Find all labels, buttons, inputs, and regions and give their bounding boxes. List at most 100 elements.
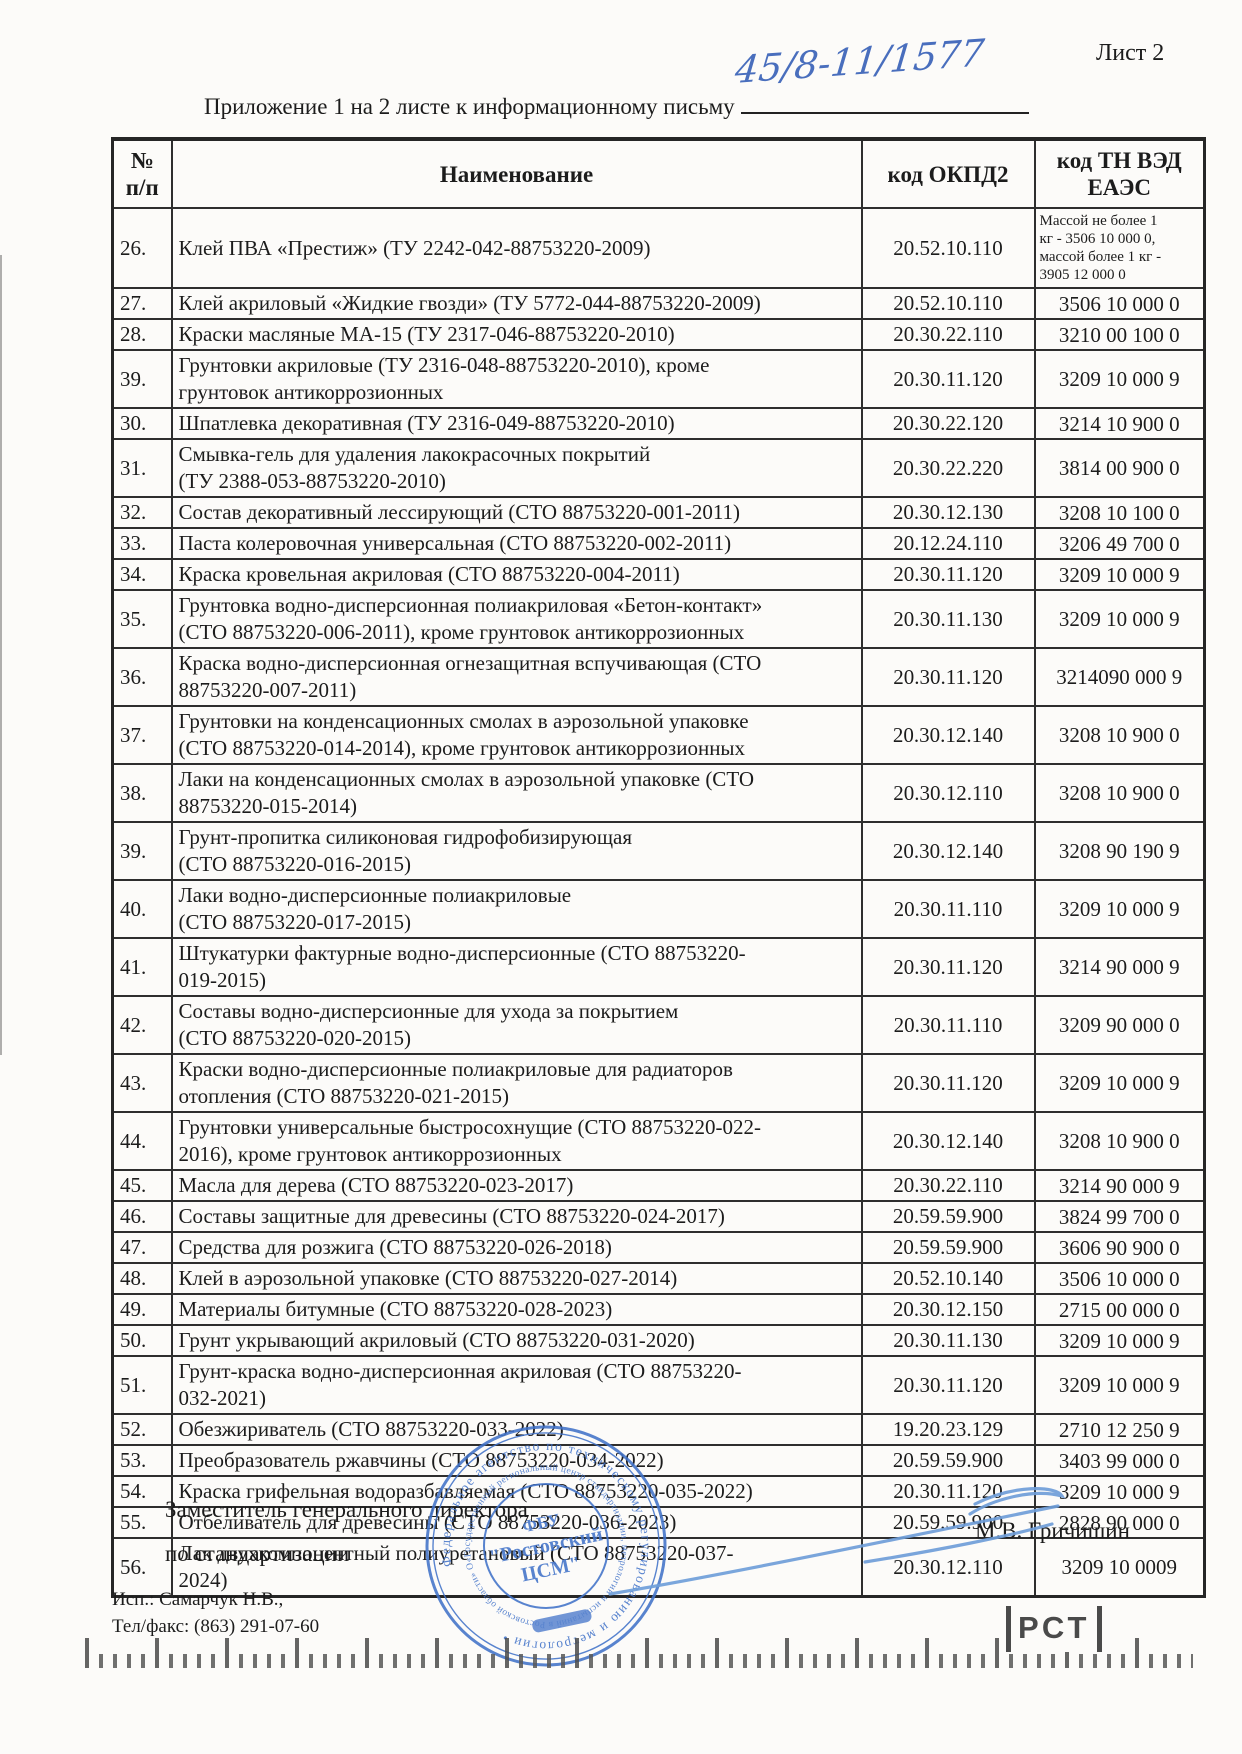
tnved-code: 3209 10 000 9 <box>1033 1355 1206 1415</box>
table-row: 30. Шпатлевка декоративная (ТУ 2316-049-… <box>111 407 1206 440</box>
table-row: 47. Средства для розжига (СТО 88753220-0… <box>111 1231 1206 1264</box>
table-row: 54. Краска грифельная водоразбавляемая (… <box>111 1475 1206 1508</box>
row-number: 38. <box>111 763 173 823</box>
okpd2-code: 20.30.11.130 <box>860 589 1036 649</box>
executor-block: Исп.: Самарчук Н.В., Тел/факс: (863) 291… <box>112 1586 319 1640</box>
table-row: 43. Краски водно-дисперсионные полиакрил… <box>111 1053 1206 1113</box>
okpd2-code: 20.30.11.120 <box>860 1053 1036 1113</box>
product-name: Шпатлевка декоративная (ТУ 2316-049-8875… <box>170 407 863 440</box>
row-number: 26. <box>111 207 173 289</box>
table-row: 46. Составы защитные для древесины (СТО … <box>111 1200 1206 1233</box>
okpd2-code: 20.59.59.900 <box>860 1231 1036 1264</box>
tnved-code: 3208 10 900 0 <box>1033 705 1206 765</box>
tnved-code: 3209 10 000 9 <box>1033 349 1206 409</box>
tnved-code: 3506 10 000 0 <box>1033 287 1206 320</box>
okpd2-code: 20.12.24.110 <box>860 527 1036 560</box>
product-name: Грунт укрывающий акриловый (СТО 88753220… <box>170 1324 863 1357</box>
appendix-line: Приложение 1 на 2 листе к информационном… <box>204 31 1029 120</box>
row-number: 41. <box>111 937 173 997</box>
row-number: 37. <box>111 705 173 765</box>
table-row: 36. Краска водно-дисперсионная огнезащит… <box>111 647 1206 707</box>
row-number: 43. <box>111 1053 173 1113</box>
signatory-title: Заместитель генерального директора по ст… <box>165 1488 528 1576</box>
product-name: Грунтовки акриловые (ТУ 2316-048-8875322… <box>170 349 863 409</box>
product-name: Клей ПВА «Престиж» (ТУ 2242-042-88753220… <box>170 207 863 289</box>
tnved-code: Массой не более 1 кг - 3506 10 000 0, ма… <box>1033 207 1206 289</box>
product-name: Клей акриловый «Жидкие гвозди» (ТУ 5772-… <box>170 287 863 320</box>
tnved-code: 3606 90 900 0 <box>1033 1231 1206 1264</box>
tnved-code: 3214 10 900 0 <box>1033 407 1206 440</box>
scan-edge-artifact <box>0 255 2 1055</box>
tnved-code: 3814 00 900 0 <box>1033 438 1206 498</box>
col-header-okpd2: код ОКПД2 <box>860 138 1036 209</box>
tnved-code: 2828 90 000 0 <box>1033 1506 1206 1539</box>
tnved-code: 3214 90 000 9 <box>1033 937 1206 997</box>
okpd2-code: 20.30.12.140 <box>860 1111 1036 1171</box>
tnved-code: 3210 00 100 0 <box>1033 318 1206 351</box>
table-row: 34. Краска кровельная акриловая (СТО 887… <box>111 558 1206 591</box>
okpd2-code: 20.30.11.120 <box>860 937 1036 997</box>
product-name: Клей в аэрозольной упаковке (СТО 8875322… <box>170 1262 863 1295</box>
okpd2-code: 20.30.12.150 <box>860 1293 1036 1326</box>
table-row: 42. Составы водно-дисперсионные для уход… <box>111 995 1206 1055</box>
table-row: 45. Масла для дерева (СТО 88753220-023-2… <box>111 1169 1206 1202</box>
tnved-code: 3824 99 700 0 <box>1033 1200 1206 1233</box>
table-row: 40. Лаки водно-дисперсионные полиакрилов… <box>111 879 1206 939</box>
appendix-number-underline: 45/8-11/1577 <box>733 31 1029 114</box>
okpd2-code: 20.30.11.110 <box>860 995 1036 1055</box>
row-number: 28. <box>111 318 173 351</box>
sheet-label: Лист 2 <box>1096 40 1165 66</box>
product-name: Краски водно-дисперсионные полиакриловые… <box>170 1053 863 1113</box>
product-name: Грунтовка водно-дисперсионная полиакрило… <box>170 589 863 649</box>
okpd2-code: 20.30.22.110 <box>860 318 1036 351</box>
okpd2-code: 20.30.11.110 <box>860 879 1036 939</box>
row-number: 45. <box>111 1169 173 1202</box>
signatory-title-line1: Заместитель генерального директора <box>165 1497 528 1522</box>
table-row: 26. Клей ПВА «Престиж» (ТУ 2242-042-8875… <box>111 207 1206 289</box>
rst-mark-label: РСТ <box>1018 1610 1091 1645</box>
col-header-tnved: код ТН ВЭД ЕАЭС <box>1033 138 1206 209</box>
product-name: Составы защитные для древесины (СТО 8875… <box>170 1200 863 1233</box>
row-number: 33. <box>111 527 173 560</box>
okpd2-code: 20.30.12.140 <box>860 821 1036 881</box>
row-number: 39. <box>111 349 173 409</box>
okpd2-code: 20.52.10.140 <box>860 1262 1036 1295</box>
product-name: Краска водно-дисперсионная огнезащитная … <box>170 647 863 707</box>
okpd2-code: 20.52.10.110 <box>860 207 1036 289</box>
product-name: Краски масляные МА-15 (ТУ 2317-046-88753… <box>170 318 863 351</box>
executor-phone: Тел/факс: (863) 291-07-60 <box>112 1616 320 1637</box>
okpd2-code: 20.30.11.120 <box>860 1355 1036 1415</box>
okpd2-code: 20.30.22.110 <box>860 1169 1036 1202</box>
product-name: Грунтовки универсальные быстросохнущие (… <box>170 1111 863 1171</box>
row-number: 34. <box>111 558 173 591</box>
tnved-code: 3209 90 000 0 <box>1033 995 1206 1055</box>
row-number: 32. <box>111 496 173 529</box>
product-name: Паста колеровочная универсальная (СТО 88… <box>170 527 863 560</box>
table-row: 53. Преобразователь ржавчины (СТО 887532… <box>111 1444 1206 1477</box>
product-name: Составы водно-дисперсионные для ухода за… <box>170 995 863 1055</box>
table-row: 48. Клей в аэрозольной упаковке (СТО 887… <box>111 1262 1206 1295</box>
table-row: 28. Краски масляные МА-15 (ТУ 2317-046-8… <box>111 318 1206 351</box>
okpd2-code: 20.30.12.110 <box>860 1537 1036 1598</box>
row-number: 39. <box>111 821 173 881</box>
product-name: Лаки на конденсационных смолах в аэрозол… <box>170 763 863 823</box>
products-table: № п/п Наименование код ОКПД2 код ТН ВЭД … <box>111 137 1206 1598</box>
tnved-code: 3506 10 000 0 <box>1033 1262 1206 1295</box>
tnved-code: 3209 10 000 9 <box>1033 1324 1206 1357</box>
round-stamp: Федеральное агентство по техническому ре… <box>397 1399 675 1675</box>
tnved-code: 2715 00 000 0 <box>1033 1293 1206 1326</box>
row-number: 40. <box>111 879 173 939</box>
tnved-code: 3208 90 190 9 <box>1033 821 1206 881</box>
tnved-code: 3209 10 000 9 <box>1033 589 1206 649</box>
row-number: 46. <box>111 1200 173 1233</box>
row-number: 30. <box>111 407 173 440</box>
product-name: Состав декоративный лессирующий (СТО 887… <box>170 496 863 529</box>
product-name: Материалы битумные (СТО 88753220-028-202… <box>170 1293 863 1326</box>
appendix-prefix: Приложение 1 на 2 листе к информационном… <box>204 94 735 119</box>
executor-name: Исп.: Самарчук Н.В., <box>112 1589 284 1610</box>
rst-conformity-mark: РСТ <box>1000 1606 1109 1652</box>
product-name: Лаки водно-дисперсионные полиакриловые (… <box>170 879 863 939</box>
table-row: 32. Состав декоративный лессирующий (СТО… <box>111 496 1206 529</box>
rst-mark-right-bar <box>1097 1606 1103 1652</box>
rst-mark-left-bar <box>1006 1606 1011 1652</box>
